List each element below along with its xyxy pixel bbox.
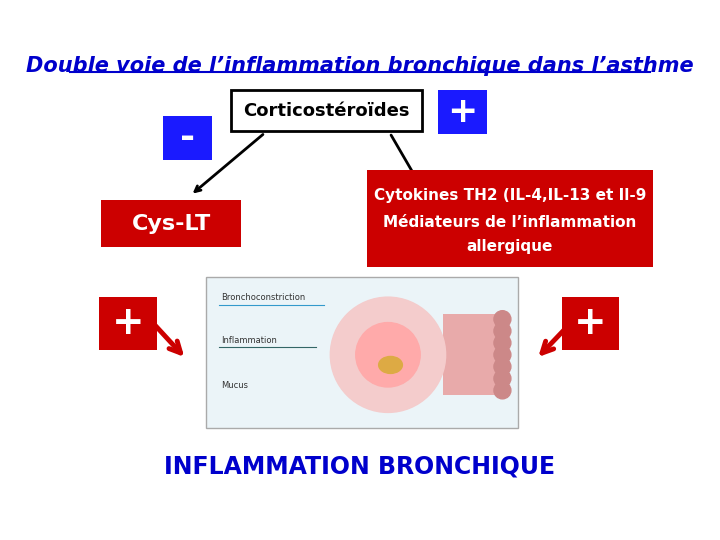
Circle shape [494, 358, 511, 375]
FancyBboxPatch shape [231, 90, 422, 131]
Text: Inflammation: Inflammation [221, 336, 277, 345]
Circle shape [494, 346, 511, 363]
Text: +: + [112, 305, 144, 342]
Text: Médiateurs de l’inflammation: Médiateurs de l’inflammation [383, 215, 636, 230]
Text: Double voie de l’inflammation bronchique dans l’asthme: Double voie de l’inflammation bronchique… [26, 56, 694, 76]
Text: Cys-LT: Cys-LT [132, 214, 211, 234]
Text: Bronchoconstriction: Bronchoconstriction [221, 293, 305, 302]
Text: +: + [575, 305, 607, 342]
FancyBboxPatch shape [366, 170, 653, 267]
Circle shape [330, 297, 446, 413]
FancyBboxPatch shape [206, 277, 518, 428]
FancyBboxPatch shape [102, 200, 241, 247]
Text: +: + [447, 96, 478, 129]
FancyBboxPatch shape [438, 90, 487, 134]
FancyBboxPatch shape [562, 297, 619, 350]
Text: -: - [180, 121, 195, 155]
Circle shape [494, 322, 511, 340]
Circle shape [494, 370, 511, 387]
Circle shape [356, 322, 420, 387]
Circle shape [494, 334, 511, 352]
Text: allergique: allergique [467, 239, 553, 254]
FancyBboxPatch shape [99, 297, 156, 350]
Text: Mucus: Mucus [221, 381, 248, 390]
Text: INFLAMMATION BRONCHIQUE: INFLAMMATION BRONCHIQUE [164, 455, 556, 478]
Text: Cytokines TH2 (IL-4,IL-13 et Il-9: Cytokines TH2 (IL-4,IL-13 et Il-9 [374, 188, 647, 203]
Circle shape [494, 382, 511, 399]
FancyBboxPatch shape [443, 314, 500, 395]
Circle shape [494, 310, 511, 328]
FancyBboxPatch shape [163, 116, 212, 160]
Ellipse shape [379, 356, 402, 374]
Text: Corticostéroïdes: Corticostéroïdes [243, 102, 410, 120]
